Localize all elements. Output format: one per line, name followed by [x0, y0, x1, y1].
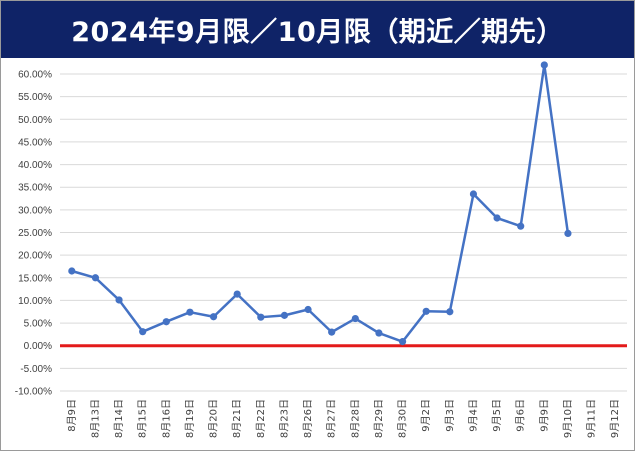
data-point — [351, 314, 359, 323]
data-point — [564, 229, 572, 238]
data-point — [328, 328, 336, 336]
x-axis-ticks: 8月9日 8月13日 8月14日 8月15日 8月16日 8月19日 8月20日 8月21日 8… — [66, 399, 621, 438]
data-point — [422, 307, 430, 315]
y-tick-label: -5.00% — [20, 364, 52, 375]
x-tick-label: 8月13日 — [89, 399, 101, 438]
y-tick-label: 50.00% — [18, 115, 52, 126]
x-tick-label: 8月20日 — [208, 399, 220, 438]
data-point — [257, 313, 265, 321]
data-point — [446, 308, 454, 316]
data-point — [398, 338, 407, 346]
y-tick-label: 40.00% — [18, 160, 52, 171]
x-tick-label: 8月23日 — [278, 399, 290, 438]
y-tick-label: 0.00% — [24, 341, 52, 352]
data-point — [186, 308, 194, 316]
y-tick-label: 35.00% — [18, 183, 52, 194]
data-point — [115, 296, 123, 304]
y-tick-label: 30.00% — [18, 205, 52, 216]
data-point — [493, 214, 501, 222]
y-tick-label: 15.00% — [18, 273, 52, 284]
x-tick-label: 8月21日 — [231, 399, 243, 438]
x-tick-label: 8月30日 — [397, 399, 409, 438]
x-tick-label: 9月6日 — [515, 399, 527, 432]
chart-title: 2024年9月限／10月限（期近／期先） — [71, 17, 564, 48]
data-point — [469, 190, 478, 198]
x-tick-label: 8月28日 — [349, 399, 361, 438]
y-tick-label: 20.00% — [18, 251, 52, 262]
x-tick-label: 8月27日 — [326, 399, 338, 438]
data-point — [209, 313, 218, 321]
x-tick-label: 9月11日 — [586, 399, 598, 438]
y-tick-label: 5.00% — [24, 319, 52, 330]
x-tick-label: 9月2日 — [420, 399, 432, 432]
x-tick-label: 8月15日 — [137, 399, 149, 438]
data-point — [139, 328, 147, 336]
x-tick-label: 8月14日 — [113, 399, 125, 438]
data-point — [162, 318, 170, 326]
x-tick-label: 9月3日 — [444, 399, 456, 432]
x-tick-label: 8月22日 — [255, 399, 267, 438]
y-tick-label: 45.00% — [18, 137, 52, 148]
x-tick-label: 9月9日 — [538, 399, 550, 432]
x-tick-label: 9月12日 — [609, 399, 621, 438]
x-tick-label: 9月5日 — [491, 399, 503, 432]
x-tick-label: 8月19日 — [184, 399, 196, 438]
x-tick-label: 8月29日 — [373, 399, 385, 438]
data-point — [375, 329, 383, 337]
series-line — [71, 63, 570, 343]
data-point — [304, 305, 312, 314]
title-bar: 2024年9月限／10月限（期近／期先） — [1, 1, 634, 58]
y-tick-label: 55.00% — [18, 92, 52, 103]
chart-plot: 60.00% 55.00% 50.00% 45.00% 40.00% 35.00% 30.0… — [15, 61, 627, 438]
y-tick-label: 10.00% — [18, 296, 52, 307]
y-tick-label: 60.00% — [18, 70, 52, 81]
y-tick-label: 25.00% — [18, 228, 52, 239]
x-tick-label: 9月10日 — [562, 399, 574, 438]
y-axis-ticks: 60.00% 55.00% 50.00% 45.00% 40.00% 35.00% 30.0… — [15, 70, 52, 398]
data-point — [280, 311, 289, 319]
data-series — [68, 61, 572, 346]
data-point — [540, 61, 548, 69]
x-tick-label: 8月9日 — [66, 399, 78, 432]
data-point — [68, 267, 76, 275]
gridlines — [60, 73, 627, 392]
data-point — [517, 222, 525, 230]
x-tick-label: 8月16日 — [160, 399, 172, 438]
data-point — [91, 274, 100, 282]
y-tick-label: -10.00% — [15, 387, 52, 398]
data-point — [233, 290, 241, 298]
x-tick-label: 8月26日 — [302, 399, 314, 438]
x-tick-label: 9月4日 — [467, 399, 479, 432]
